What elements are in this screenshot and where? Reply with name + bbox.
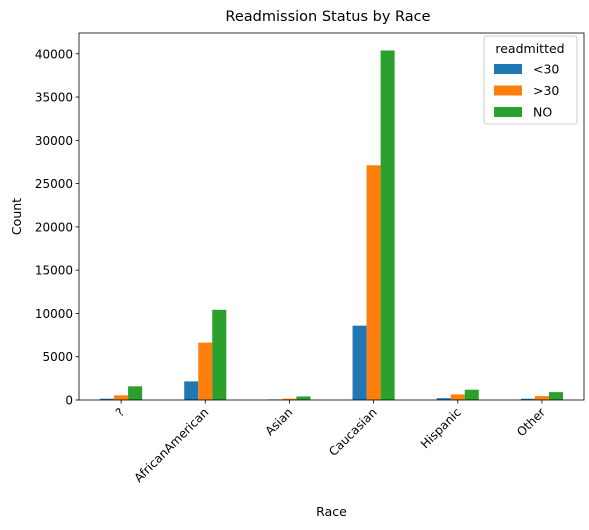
legend-label-series-3: NO <box>533 105 552 120</box>
y-tick-label: 40000 <box>35 47 73 61</box>
x-tick-label-caucasian: Caucasian <box>326 405 380 459</box>
bar-caucasian-series-2 <box>366 165 381 400</box>
bar-asian-series-3 <box>296 396 311 400</box>
y-tick-label: 0 <box>65 394 73 408</box>
bar-hispanic-series-2 <box>450 394 465 400</box>
y-tick-label: 20000 <box>35 220 73 234</box>
bar-hispanic-series-1 <box>436 398 451 400</box>
legend-entries: <30 >30 NO <box>494 62 559 120</box>
x-tick-label-other: Other <box>514 405 548 439</box>
bar-caucasian-series-3 <box>380 50 395 400</box>
x-tick-label-africanamerican: AfricanAmerican <box>132 405 212 485</box>
bar-unknown-series-3 <box>128 386 143 400</box>
bar-unknown-series-2 <box>114 395 129 400</box>
bar-hispanic-series-3 <box>464 389 479 400</box>
legend-swatch-series-1 <box>494 64 522 74</box>
chart-title: Readmission Status by Race <box>225 9 430 25</box>
y-tick-label: 5000 <box>42 350 73 364</box>
bars-layer <box>100 50 563 400</box>
bar-africanamerican-series-3 <box>212 309 227 400</box>
bar-unknown-series-1 <box>100 398 115 400</box>
legend-title: readmitted <box>495 41 564 56</box>
legend-box <box>483 35 578 125</box>
y-axis-label: Count <box>9 198 24 235</box>
legend-swatch-series-2 <box>494 85 522 96</box>
bar-africanamerican-series-1 <box>184 381 199 400</box>
y-tick-label: 15000 <box>35 264 73 278</box>
x-tick-label-asian: Asian <box>262 405 295 438</box>
y-tick-label: 25000 <box>35 177 73 191</box>
x-tick-label-unknown: ? <box>113 405 127 419</box>
bar-other-series-1 <box>520 398 535 400</box>
y-tick-label: 30000 <box>35 134 73 148</box>
bar-caucasian-series-1 <box>352 325 367 400</box>
bar-other-series-3 <box>548 392 563 400</box>
bar-asian-series-2 <box>282 398 297 400</box>
x-tick-label-hispanic: Hispanic <box>418 405 464 451</box>
plot-frame <box>78 32 585 401</box>
legend: readmitted <30 >30 NO <box>483 35 578 125</box>
legend-label-series-1: <30 <box>533 62 559 77</box>
x-axis: ? AfricanAmerican Asian Caucasian Hispanic Ot… <box>113 400 548 485</box>
y-axis: 0 5000 10000 15000 20000 25000 30000 35000 40000 <box>35 47 79 408</box>
bar-africanamerican-series-2 <box>198 342 213 400</box>
legend-swatch-series-3 <box>494 107 522 117</box>
legend-label-series-2: >30 <box>533 83 559 98</box>
x-axis-label: Race <box>316 504 347 519</box>
y-tick-label: 10000 <box>35 307 73 321</box>
y-tick-label: 35000 <box>35 91 73 105</box>
bar-other-series-2 <box>534 396 549 400</box>
